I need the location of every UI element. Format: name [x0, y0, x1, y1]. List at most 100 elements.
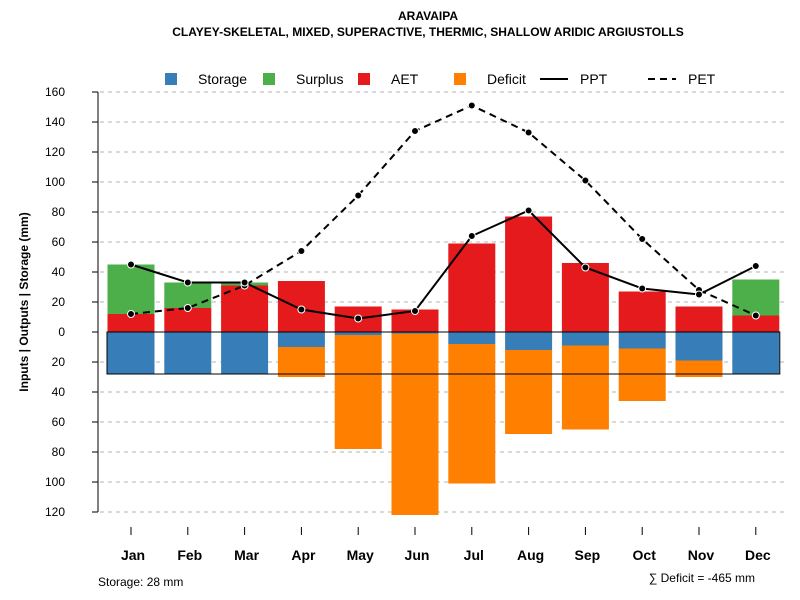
ppt-point: [411, 307, 419, 315]
ppt-point: [240, 278, 249, 287]
aet-bar: [221, 285, 269, 332]
legend-label-surplus: Surplus: [296, 71, 343, 87]
ppt-point: [297, 305, 306, 314]
x-tick-label: Oct: [633, 547, 657, 563]
aet-bar: [391, 309, 439, 332]
ppt-point: [183, 278, 192, 287]
pet-point: [467, 101, 476, 110]
y-tick-label: 120: [45, 505, 65, 519]
deficit-bar: [448, 344, 496, 484]
legend-swatch-storage: [165, 73, 177, 85]
deficit-bar: [334, 335, 382, 449]
legend-label-deficit: Deficit: [487, 71, 526, 87]
y-tick-label: 20: [52, 355, 66, 369]
storage-bar: [334, 332, 382, 335]
storage-bar: [107, 332, 155, 374]
deficit-bar: [618, 348, 666, 401]
storage-bar: [675, 332, 723, 361]
storage-bar: [221, 332, 269, 374]
ppt-point: [751, 262, 760, 270]
storage-capacity-box: [106, 331, 781, 375]
y-tick-label: 20: [52, 295, 66, 309]
ppt-point: [695, 290, 703, 299]
pet-point: [751, 311, 760, 320]
pet-point: [297, 247, 306, 255]
deficit-bar: [675, 360, 723, 377]
storage-bar: [277, 332, 325, 347]
aet-bar: [561, 263, 609, 332]
chart-subtitle: CLAYEY-SKELETAL, MIXED, SUPERACTIVE, THE…: [172, 25, 684, 39]
y-tick-label: 40: [52, 385, 66, 399]
legend-label-storage: Storage: [198, 71, 247, 87]
aet-bar: [107, 314, 155, 332]
y-tick-label: 80: [52, 445, 66, 459]
storage-note: Storage: 28 mm: [98, 575, 183, 589]
x-tick-label: Sep: [575, 547, 601, 563]
grid-lines: [100, 91, 785, 513]
storage-bar: [561, 332, 609, 346]
legend-swatch-deficit: [454, 73, 466, 85]
pet-point: [581, 176, 590, 185]
aet-bar: [732, 315, 780, 332]
ppt-point: [467, 232, 476, 240]
legend-label-ppt: PPT: [580, 71, 608, 87]
y-tick-label: 80: [52, 205, 66, 219]
axes: 160 140 120 100 80 60 40 20 0 20 40 60 80 100 120 Jan Fe…: [45, 85, 771, 563]
bars: [106, 216, 781, 515]
aet-bar: [505, 216, 553, 332]
pet-line: [130, 104, 757, 317]
y-tick-label: 100: [45, 175, 65, 189]
x-tick-label: Dec: [745, 547, 771, 563]
x-tick-label: Feb: [177, 547, 202, 563]
y-axis-label: Inputs | Outputs | Storage (mm): [17, 212, 31, 391]
storage-bar: [505, 332, 553, 350]
deficit-sum-note: ∑ Deficit = -465 mm: [649, 571, 755, 585]
storage-bar: [732, 332, 780, 374]
series-lines: [127, 101, 760, 323]
pet-point: [127, 310, 135, 318]
y-tick-label: 60: [52, 415, 66, 429]
deficit-bar: [505, 350, 553, 434]
aet-bar: [618, 291, 666, 332]
ppt-point: [127, 260, 135, 269]
ppt-point: [524, 206, 533, 215]
deficit-bar: [277, 347, 325, 377]
y-tick-label: 100: [45, 475, 65, 489]
aet-bar: [675, 306, 723, 332]
legend-swatch-aet: [358, 73, 370, 85]
chart-title: ARAVAIPA: [398, 9, 458, 23]
surplus-bar: [164, 282, 212, 308]
pet-point: [411, 127, 419, 135]
x-tick-label: Jun: [405, 547, 430, 563]
x-tick-label: Nov: [688, 547, 715, 563]
pet-point: [638, 235, 647, 243]
y-tick-label: 60: [52, 235, 66, 249]
x-tick-label: Mar: [234, 547, 259, 563]
pet-point: [524, 128, 533, 137]
y-tick-label: 140: [45, 115, 65, 129]
legend-swatch-surplus: [263, 73, 275, 85]
legend-label-aet: AET: [391, 71, 419, 87]
y-tick-label: 160: [45, 85, 65, 99]
x-tick-label: May: [347, 547, 374, 563]
ppt-point: [638, 284, 647, 293]
pet-point: [354, 191, 363, 200]
storage-bar: [164, 332, 212, 374]
ppt-point: [354, 314, 363, 323]
x-tick-label: Jan: [121, 547, 145, 563]
y-tick-label: 120: [45, 145, 65, 159]
deficit-bar: [391, 333, 439, 515]
pet-point: [183, 304, 192, 312]
surplus-bar: [107, 264, 155, 314]
ppt-point: [581, 263, 590, 272]
storage-bar: [448, 332, 496, 344]
legend: Storage Surplus AET Deficit PPT PET: [165, 71, 716, 87]
x-tick-label: Aug: [517, 547, 544, 563]
deficit-bar: [561, 345, 609, 430]
storage-bar: [618, 332, 666, 349]
y-tick-label: 40: [52, 265, 66, 279]
surplus-bar: [732, 279, 780, 316]
x-tick-label: Jul: [464, 547, 484, 563]
ppt-line: [130, 209, 757, 320]
